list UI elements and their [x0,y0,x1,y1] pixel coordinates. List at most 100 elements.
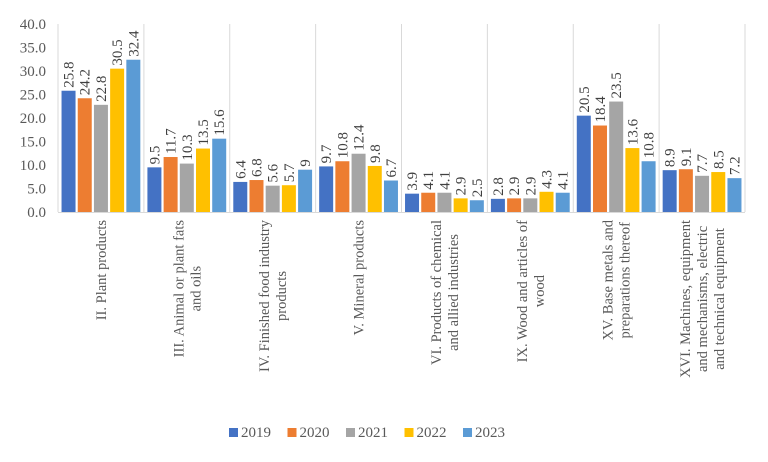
bar-2020 [592,125,607,212]
legend-swatch [229,428,238,437]
data-label: 9.7 [319,144,335,163]
category-label-line: and technical equipment [712,228,728,370]
category-label-line: and oils [188,266,204,312]
legend-label: 2020 [300,425,330,441]
data-label: 2.9 [507,177,523,196]
category-label-line: wood [532,274,548,307]
bar-2023 [469,200,484,212]
legend-label: 2019 [241,425,271,441]
bar-2023 [641,161,656,212]
category-label-line: IV. Finished food industry [257,219,273,372]
data-label: 20.5 [577,86,593,112]
data-label: 18.4 [593,96,609,123]
bar-2022 [453,198,468,212]
bar-2021 [93,104,108,212]
data-label: 3.9 [405,172,421,191]
data-label: 9.8 [368,144,384,163]
legend-item-2022: 2022 [404,425,447,441]
data-label: 13.5 [196,119,212,145]
data-label: 9.1 [679,147,695,166]
y-tick-label: 25.0 [20,88,46,104]
data-label: 7.7 [695,154,711,173]
data-label: 10.3 [180,134,196,160]
data-label: 15.6 [212,109,228,136]
category-label-line: V. Mineral products [352,220,368,336]
data-label: 9.5 [147,146,163,165]
bar-2021 [351,153,366,212]
data-label: 24.2 [78,69,94,95]
category-label: V. Mineral products [352,220,368,336]
bar-2022 [625,148,640,212]
data-label: 22.8 [94,76,110,102]
bar-2022 [711,172,726,212]
bar-2022 [281,185,296,212]
data-label: 30.5 [110,39,126,65]
data-label: 4.1 [421,171,437,190]
category-label-line: preparations thereof [618,222,634,339]
bar-2022 [367,165,382,212]
data-label: 23.5 [609,72,625,98]
category-label-line: and mechanisms, electric [695,226,711,372]
legend: 2019 2020 2021 2022 2023 [229,425,505,441]
y-tick-label: 40.0 [20,17,46,33]
axes: 0.0 5.0 10.0 15.0 20.0 25.0 30.0 35.0 40.0 [20,17,746,221]
bar-2021 [523,198,538,212]
data-label: 32.4 [126,30,142,57]
data-label: 4.3 [540,170,556,189]
bar-2020 [249,180,264,212]
category-label-line: II. Plant products [94,220,110,321]
category-label-line: XV. Base metals and [601,219,617,340]
y-tick-label: 5.0 [27,182,46,198]
category-label: XVI. Machines, equipment and mechanisms, … [678,220,728,378]
bar-2021 [609,101,624,212]
bar-2019 [147,167,162,212]
category-label: II. Plant products [94,220,110,321]
data-label: 2.8 [491,177,507,196]
y-tick-label: 30.0 [20,64,46,80]
legend-label: 2023 [475,425,505,441]
category-label: III. Animal or plant fats and oils [171,220,204,358]
bar-2023 [212,138,227,212]
data-label: 8.9 [663,148,679,167]
data-label: 10.8 [335,132,351,158]
bar-2020 [507,198,522,212]
bar-2019 [233,181,248,212]
data-label: 2.9 [523,177,539,196]
y-tick-label: 20.0 [20,111,46,127]
legend-label: 2022 [417,425,447,441]
data-label: 4.1 [556,171,572,190]
legend-swatch [463,428,472,437]
bar-2020 [163,157,178,212]
category-label-line: products [274,271,290,321]
category-label: XV. Base metals and preparations thereof [601,219,634,340]
legend-label: 2021 [358,425,388,441]
category-label-line: VI. Products of chemical [429,220,445,365]
category-label: VI. Products of chemical and allied indus… [429,220,462,365]
bars [61,59,742,213]
bar-2023 [555,192,570,212]
y-tick-label: 35.0 [20,41,46,57]
category-labels: II. Plant products III. Animal or plant f… [94,219,728,378]
bar-2023 [727,178,742,212]
legend-item-2023: 2023 [463,425,505,441]
data-label: 2.9 [454,177,470,196]
legend-item-2020: 2020 [287,425,330,441]
bar-2021 [179,163,194,212]
data-label: 13.6 [625,118,641,145]
category-label-line: XVI. Machines, equipment [678,220,694,378]
category-label-line: IX. Wood and articles of [515,220,531,362]
y-tick-label: 15.0 [20,135,46,151]
data-label: 4.1 [437,171,453,190]
data-label: 9 [298,159,314,167]
legend-item-2019: 2019 [229,425,271,441]
legend-swatch [346,428,355,437]
bar-2019 [405,193,420,212]
data-label: 25.8 [62,61,78,87]
data-label: 12.4 [352,124,368,151]
bar-2019 [490,198,505,212]
data-label: 2.5 [470,179,486,198]
bar-2019 [576,115,591,212]
bar-2019 [662,170,677,212]
data-label: 5.7 [282,163,298,182]
